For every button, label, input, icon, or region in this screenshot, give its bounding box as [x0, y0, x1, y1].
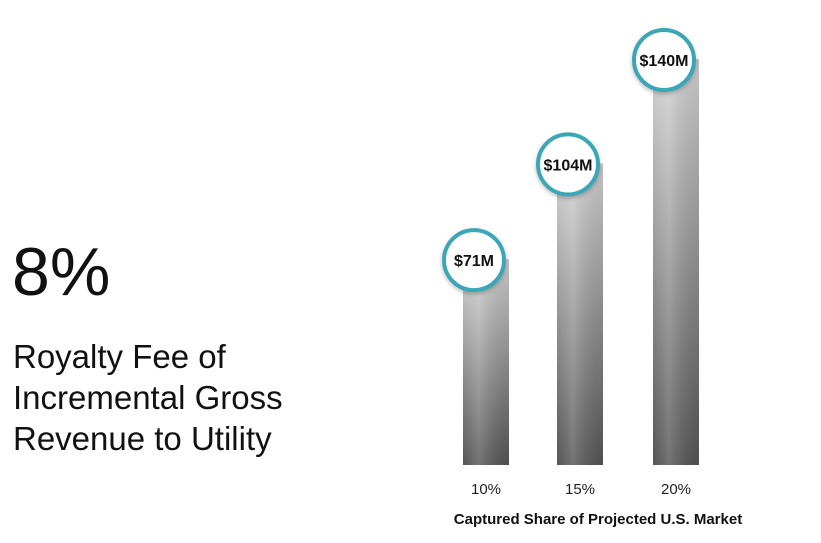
data-label: $140M	[640, 53, 689, 70]
x-tick-label: 20%	[661, 481, 691, 498]
headline-description-line: Revenue to Utility	[13, 420, 272, 457]
headline-description-line: Royalty Fee of	[13, 338, 226, 375]
data-label: $104M	[544, 157, 593, 174]
data-label: $71M	[454, 253, 494, 270]
x-tick-label: 15%	[565, 481, 595, 498]
bar-sheen	[463, 259, 509, 465]
data-label-circle	[536, 132, 600, 197]
headline-value: 8%	[12, 234, 111, 310]
headline-description: Royalty Fee of Incremental Gross Revenue…	[13, 336, 333, 459]
data-label-circle	[442, 228, 506, 293]
data-label-circle	[632, 28, 696, 92]
bar-sheen	[557, 163, 603, 465]
x-axis-title: Captured Share of Projected U.S. Market	[454, 511, 742, 528]
headline-description-line: Incremental Gross	[13, 379, 283, 416]
x-tick-label: 10%	[471, 481, 501, 498]
bar-sheen	[653, 59, 699, 465]
